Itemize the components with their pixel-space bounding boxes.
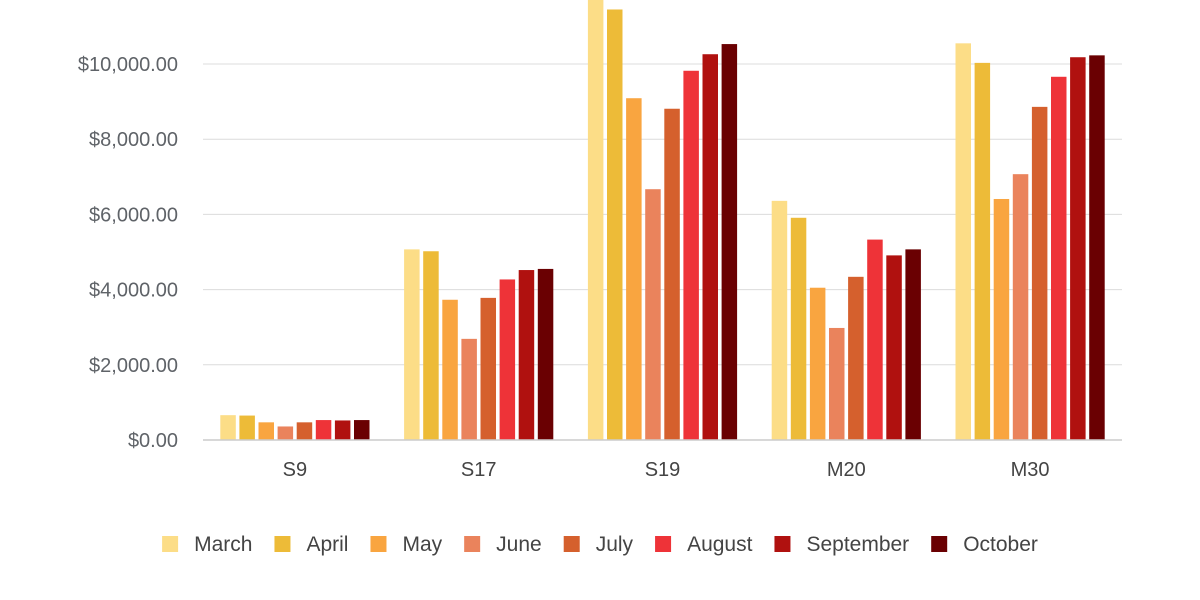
bar-s9-june	[277, 426, 294, 440]
legend-swatch	[655, 536, 672, 552]
bar-s19-march	[587, 0, 604, 440]
legend-item-october: October	[931, 533, 1038, 556]
bar-m30-september	[1070, 57, 1086, 441]
legend-item-april: April	[274, 533, 348, 556]
bar-m30-may	[993, 198, 1010, 440]
x-category-label: M30	[1011, 459, 1050, 481]
bar-m20-september	[886, 255, 902, 440]
legend-label: May	[402, 533, 442, 556]
bar-s19-september	[702, 54, 718, 440]
legend-label: July	[596, 533, 634, 556]
legend-swatch	[370, 536, 387, 552]
bar-m30-march	[955, 43, 971, 440]
legend-item-may: May	[370, 533, 443, 556]
bar-s9-april	[239, 415, 255, 440]
legend: March April May June July August September Octo…	[162, 533, 1038, 556]
bar-m20-april	[790, 217, 807, 440]
bar-s17-october	[537, 268, 554, 440]
bar-s19-august	[683, 70, 699, 440]
bar-m20-may	[809, 287, 826, 440]
bar-s19-may	[626, 98, 642, 440]
bar-m20-july	[848, 276, 864, 440]
bar-m20-october	[905, 249, 921, 440]
bar-m30-june	[1012, 174, 1029, 440]
bar-s17-july	[480, 297, 496, 440]
legend-swatch	[774, 536, 791, 552]
bar-s17-august	[499, 279, 516, 440]
legend-swatch	[464, 536, 481, 552]
y-tick-label: $0.00	[128, 430, 178, 452]
bar-m20-june	[829, 327, 845, 440]
bar-s9-august	[315, 420, 332, 440]
x-category-label: S19	[645, 459, 681, 481]
bar-s17-march	[404, 249, 420, 440]
bar-s19-april	[607, 9, 623, 440]
y-tick-label: $12,000.00	[78, 0, 178, 1]
y-axis-tick-labels: $0.00 $2,000.00 $4,000.00 $6,000.00 $8,000.0…	[78, 0, 178, 452]
bar-s17-september	[518, 270, 535, 440]
y-tick-label: $10,000.00	[78, 54, 178, 76]
bar-s17-june	[461, 338, 477, 440]
legend-item-august: August	[655, 533, 753, 556]
y-tick-label: $8,000.00	[89, 129, 178, 151]
bar-s17-april	[423, 251, 439, 440]
bars	[220, 0, 1105, 441]
legend-label: June	[496, 533, 542, 556]
bar-s17-may	[442, 299, 458, 440]
legend-swatch	[162, 536, 179, 552]
bar-m30-august	[1051, 76, 1067, 440]
bar-s19-june	[645, 189, 661, 440]
legend-label: September	[806, 533, 909, 556]
bar-m30-october	[1089, 55, 1105, 441]
bar-s9-july	[296, 422, 313, 440]
legend-item-june: June	[464, 533, 542, 556]
bar-m20-august	[867, 239, 883, 440]
y-tick-label: $4,000.00	[89, 280, 178, 302]
legend-item-march: March	[162, 533, 252, 556]
legend-swatch	[931, 536, 948, 552]
bar-s19-july	[664, 108, 680, 440]
y-tick-label: $2,000.00	[89, 355, 178, 377]
legend-label: August	[687, 533, 753, 556]
bar-m20-march	[771, 200, 788, 440]
bar-m30-april	[974, 62, 991, 440]
legend-item-july: July	[563, 533, 634, 556]
legend-label: April	[306, 533, 348, 556]
bar-m30-july	[1031, 106, 1048, 440]
x-axis-category-labels: S9 S17 S19 M20 M30	[283, 459, 1050, 481]
bar-s9-september	[334, 420, 351, 440]
x-category-label: M20	[827, 459, 866, 481]
legend-label: October	[963, 533, 1038, 556]
bar-s19-october	[721, 44, 738, 441]
legend-label: March	[194, 533, 252, 556]
legend-swatch	[563, 536, 580, 552]
x-category-label: S9	[283, 459, 307, 481]
y-tick-label: $6,000.00	[89, 204, 178, 226]
legend-swatch	[274, 536, 291, 552]
x-category-label: S17	[461, 459, 497, 481]
bar-s9-march	[220, 415, 236, 440]
legend-item-september: September	[774, 533, 909, 556]
bar-s9-may	[258, 422, 274, 440]
bar-s9-october	[354, 420, 370, 440]
